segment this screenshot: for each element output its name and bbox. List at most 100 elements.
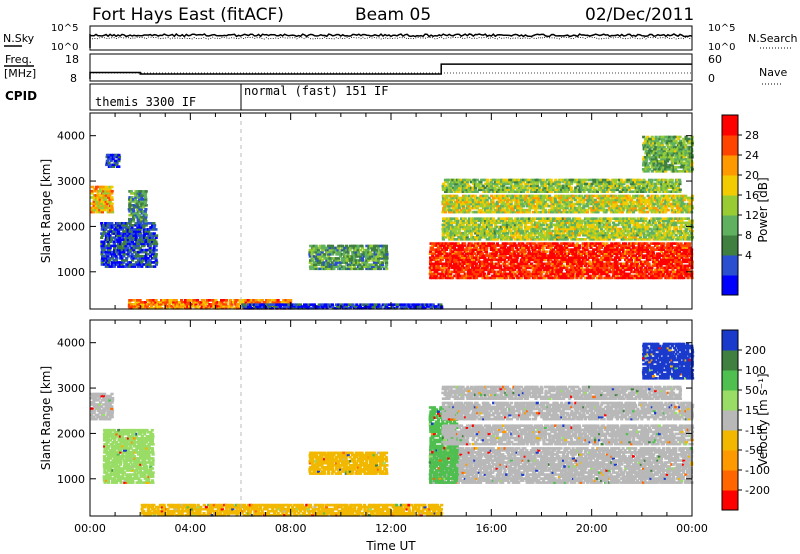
echo-cell (114, 257, 118, 260)
echo-cell (551, 244, 555, 247)
echo-cell (374, 244, 378, 248)
echo-cell (553, 268, 557, 272)
echo-cell (655, 242, 659, 245)
echo-cell (339, 244, 343, 248)
echo-cell (561, 248, 565, 251)
echo-cell (616, 248, 620, 251)
echo-cell (539, 274, 543, 278)
echo-cell (477, 266, 481, 270)
echo-cell (583, 248, 587, 251)
echo-cell (539, 272, 543, 276)
echo-cell (108, 206, 112, 210)
echo-cell (519, 225, 523, 229)
echo-cell (509, 266, 513, 270)
echo-cell (601, 258, 605, 262)
echo-cell (501, 248, 505, 251)
echo-cell (554, 260, 558, 264)
echo-cell (513, 244, 517, 247)
echo-cell (547, 276, 551, 280)
echo-cell (153, 224, 157, 227)
echo-cell (374, 253, 378, 256)
echo-cell (118, 232, 122, 235)
echo-cell (577, 268, 581, 272)
echo-cell (491, 258, 495, 262)
echo-cell (92, 198, 96, 201)
echo-cell (451, 252, 455, 255)
echo-cell (665, 244, 669, 247)
echo-cell (687, 272, 691, 276)
echo-cell (457, 250, 461, 253)
echo-cell (543, 276, 547, 280)
echo-cell (489, 252, 493, 255)
echo-cell (122, 240, 126, 244)
echo-cell (599, 268, 603, 272)
echo-cell (312, 248, 316, 252)
echo-cell (356, 267, 361, 271)
echo-cell (591, 194, 595, 198)
echo-cell (541, 242, 545, 245)
echo-cell (525, 244, 529, 247)
echo-cell (106, 265, 110, 268)
echo-cell (514, 231, 518, 235)
echo-cell (113, 246, 117, 250)
echo-cell (106, 226, 110, 229)
echo-cell (586, 270, 590, 274)
echo-cell (459, 266, 463, 270)
echo-cell (108, 265, 112, 268)
echo-cell (523, 268, 527, 272)
echo-cell (545, 242, 549, 245)
echo-cell (128, 248, 132, 252)
echo-cell (445, 246, 449, 249)
echo-cell (648, 258, 652, 262)
echo-cell (465, 246, 469, 249)
echo-cell (449, 244, 453, 247)
echo-cell (446, 260, 450, 264)
echo-cell (506, 252, 511, 255)
echo-cell (126, 232, 130, 235)
echo-cell (430, 258, 434, 262)
echo-cell (485, 225, 490, 229)
echo-cell (317, 255, 321, 258)
echo-cell (360, 246, 365, 250)
noise-search-label: N.Search (748, 32, 798, 45)
echo-cell (495, 274, 499, 278)
echo-cell (98, 196, 102, 199)
echo-cell (461, 276, 465, 280)
echo-cell (136, 213, 140, 217)
echo-cell (475, 264, 479, 268)
echo-cell (474, 276, 479, 280)
echo-cell (119, 244, 123, 248)
echo-cell (555, 276, 559, 280)
cpid-panel-frame (89, 83, 693, 111)
echo-cell (495, 231, 500, 235)
echo-cell (519, 244, 523, 247)
freq-label-line1: Freq. (5, 53, 32, 66)
echo-cell (356, 255, 360, 258)
echo-cell (463, 244, 467, 247)
echo-cell (356, 265, 361, 268)
echo-cell (575, 276, 579, 280)
echo-cell (320, 259, 325, 262)
echo-cell (627, 244, 631, 247)
echo-cell (106, 230, 110, 233)
echo-cell (619, 274, 623, 278)
echo-cell (126, 238, 130, 241)
echo-cell (318, 246, 322, 250)
echo-cell (505, 225, 509, 229)
echo-cell (677, 248, 682, 251)
echo-cell (593, 268, 597, 272)
echo-cell (683, 244, 687, 247)
echo-cell (553, 258, 557, 262)
echo-cell (569, 264, 573, 268)
echo-cell (487, 221, 491, 225)
echo-cell (104, 189, 108, 193)
echo-cell (469, 229, 473, 233)
echo-cell (659, 250, 664, 253)
echo-cell (459, 225, 463, 229)
echo-cell (455, 262, 459, 266)
echo-cell (507, 248, 511, 251)
echo-cell (649, 254, 653, 257)
echo-cell (443, 221, 447, 225)
echo-cell (593, 242, 597, 245)
echo-cell (473, 252, 477, 255)
